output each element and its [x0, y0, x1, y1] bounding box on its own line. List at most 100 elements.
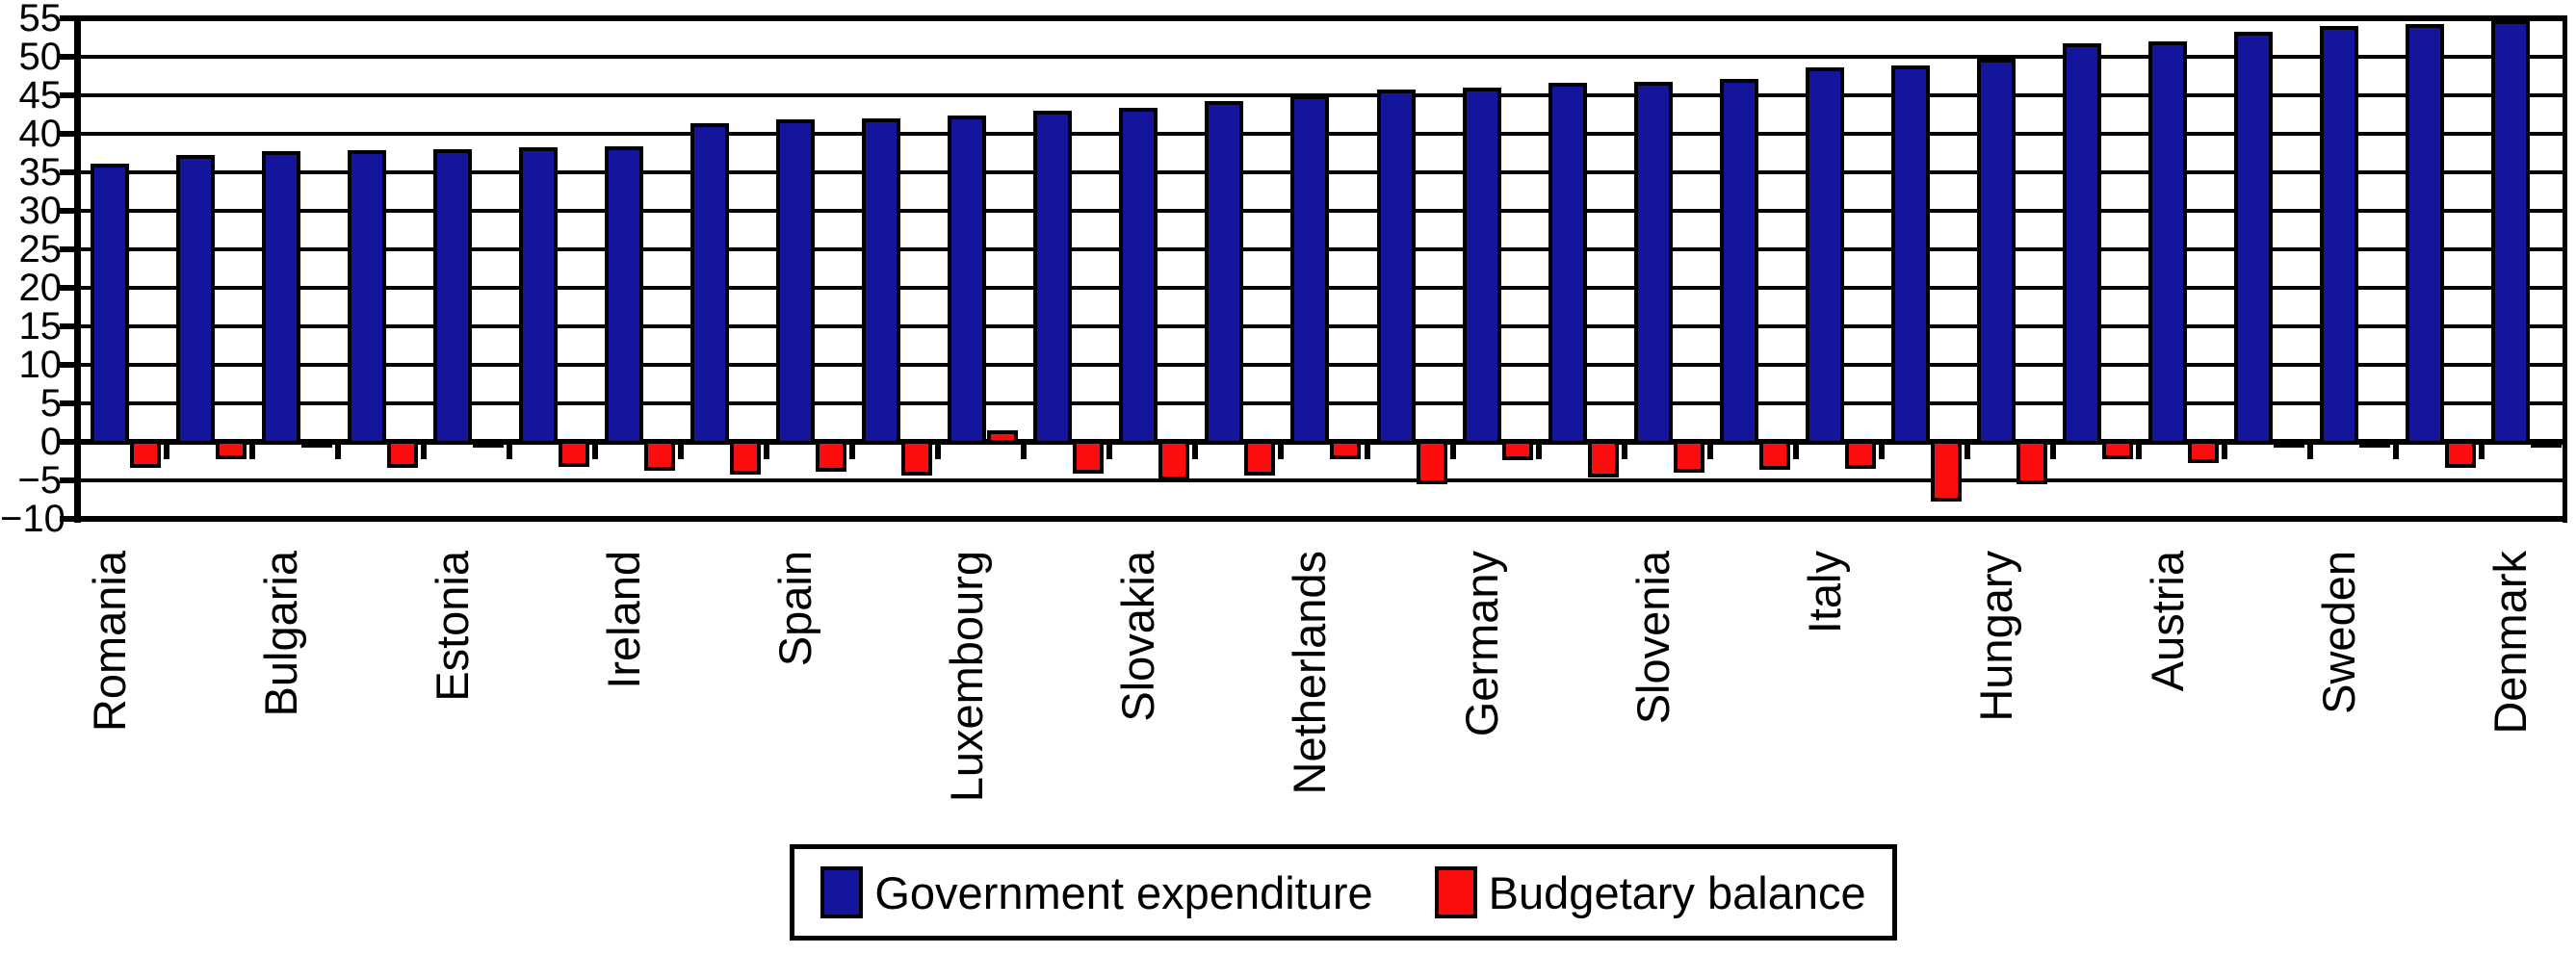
gridline [81, 55, 2567, 59]
balance-bar [301, 440, 333, 448]
y-axis-tick [60, 131, 81, 137]
expenditure-bar [2405, 24, 2444, 445]
x-axis-tick [2392, 442, 2399, 459]
legend-swatch-balance [1434, 866, 1477, 918]
category-label: Netherlands [1284, 551, 1336, 795]
legend-item-balance: Budgetary balance [1434, 866, 1866, 919]
y-tick-label: 45 [18, 74, 63, 116]
x-axis-tick [2306, 442, 2313, 459]
y-axis-tick [60, 92, 81, 98]
balance-bar [2187, 440, 2219, 463]
y-tick-label: −5 [17, 459, 62, 502]
expenditure-bar [176, 154, 216, 445]
y-tick-label: 20 [18, 267, 63, 309]
x-axis-tick [507, 442, 513, 459]
y-axis-tick [60, 54, 81, 60]
x-axis-tick [335, 442, 342, 459]
y-axis-tick [60, 362, 81, 368]
y-tick-label: −10 [0, 498, 65, 540]
category-label: Estonia [427, 551, 479, 702]
y-tick-label: 10 [18, 344, 63, 386]
x-axis-tick [1535, 442, 1542, 459]
gridline [81, 478, 2567, 482]
category-label: Germany [1455, 551, 1507, 737]
y-tick-label: 25 [18, 228, 63, 271]
legend-label-balance: Budgetary balance [1488, 866, 1866, 918]
legend-swatch-expenditure [820, 866, 864, 918]
category-label: Bulgaria [255, 551, 307, 717]
balance-bar [216, 440, 247, 460]
balance-bar [2444, 440, 2476, 469]
expenditure-bar [2062, 42, 2101, 445]
balance-bar [1501, 440, 1533, 461]
balance-bar [2101, 440, 2133, 459]
expenditure-bar [2490, 19, 2530, 445]
expenditure-bar [1462, 88, 1501, 445]
expenditure-bar [262, 150, 301, 445]
x-axis-tick [1621, 442, 1627, 459]
y-axis-tick [60, 323, 81, 329]
expenditure-bar [1633, 81, 1673, 445]
expenditure-bar [1805, 67, 1844, 445]
expenditure-bar [605, 145, 644, 445]
y-axis-tick [60, 439, 81, 445]
balance-bar [2273, 439, 2304, 448]
expenditure-bar [2233, 32, 2273, 445]
balance-bar [1244, 440, 1276, 477]
balance-bar [1158, 440, 1190, 480]
category-label: Luxembourg [941, 551, 993, 803]
y-axis-tick [60, 477, 81, 483]
x-axis-tick [849, 442, 856, 459]
x-axis-tick [1106, 442, 1113, 459]
x-axis-tick [421, 442, 428, 459]
legend-label-expenditure: Government expenditure [874, 866, 1373, 918]
x-axis-tick [935, 442, 942, 459]
legend-box: Government expenditure Budgetary balance [790, 844, 1897, 941]
y-axis-tick [60, 516, 81, 522]
balance-bar [987, 430, 1019, 444]
balance-bar [644, 440, 676, 471]
expenditure-bar [1033, 111, 1073, 445]
balance-bar [1587, 440, 1619, 477]
expenditure-bar [1290, 95, 1330, 445]
expenditure-bar [2319, 26, 2358, 445]
category-label: Romania [84, 551, 135, 733]
x-axis-tick [249, 442, 256, 459]
x-axis-tick [1021, 442, 1028, 459]
y-axis-tick [60, 246, 81, 252]
x-axis-tick [1364, 442, 1370, 459]
category-label: Austria [2141, 551, 2193, 692]
gridline [81, 15, 2567, 21]
x-axis-tick [1792, 442, 1799, 459]
balance-bar [1330, 440, 1362, 459]
x-axis-tick [764, 442, 770, 459]
expenditure-bar [1119, 107, 1158, 445]
y-axis-tick [60, 285, 81, 291]
expenditure-bar [862, 118, 901, 445]
y-axis-tick [60, 208, 81, 214]
expenditure-bar [690, 122, 730, 445]
balance-bar [1844, 440, 1876, 469]
y-axis-line [74, 15, 81, 523]
plot-right-border [2563, 15, 2567, 523]
expenditure-bar [1205, 100, 1244, 445]
balance-bar [1930, 440, 1962, 503]
category-label: Slovenia [1626, 551, 1678, 725]
y-tick-label: 35 [18, 151, 63, 193]
expenditure-bar [1548, 83, 1587, 445]
x-axis-tick [1192, 442, 1199, 459]
x-axis-tick [1964, 442, 1970, 459]
expenditure-bar [1976, 59, 2016, 445]
expenditure-bar [1890, 64, 1930, 445]
expenditure-bar [948, 115, 987, 445]
x-axis-tick [164, 442, 170, 459]
balance-bar [1673, 440, 1704, 473]
expenditure-bar [91, 164, 129, 445]
y-axis-tick [60, 169, 81, 175]
balance-bar [387, 440, 419, 469]
category-label: Sweden [2312, 551, 2364, 714]
x-axis-tick [1449, 442, 1456, 459]
balance-bar [901, 440, 933, 477]
